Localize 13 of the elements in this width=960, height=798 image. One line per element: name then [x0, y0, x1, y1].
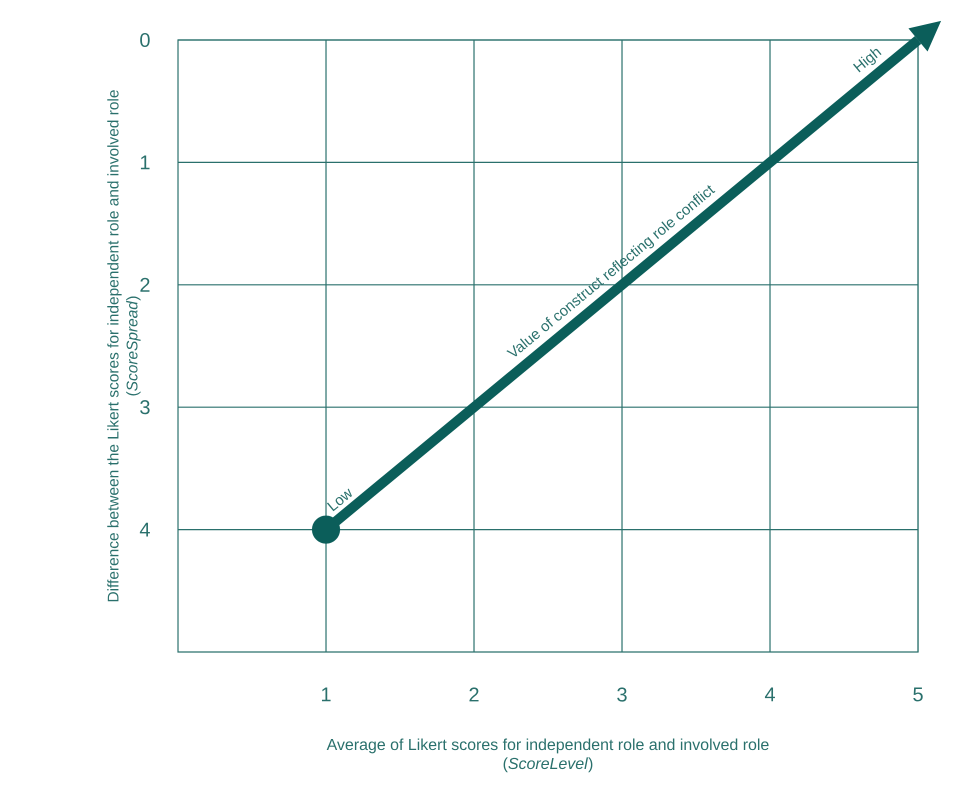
- x-tick-label: 2: [469, 688, 479, 702]
- y-tick-label: 1: [140, 156, 150, 170]
- annotation: Low: [326, 488, 352, 512]
- y-tick-label: 2: [140, 278, 150, 292]
- y-tick-label: 4: [140, 522, 150, 536]
- x-tick-label: 1: [322, 688, 331, 702]
- x-tick-label: 5: [913, 688, 923, 702]
- annotation: High: [852, 48, 882, 72]
- y-tick-label: 3: [140, 400, 150, 414]
- x-axis-title: Average of Likert scores for independent role and involved role (ScoreLevel): [326, 738, 769, 772]
- x-tick-label: 3: [617, 688, 627, 702]
- y-tick-label: 0: [140, 32, 150, 48]
- x-tick-label: 4: [764, 688, 775, 702]
